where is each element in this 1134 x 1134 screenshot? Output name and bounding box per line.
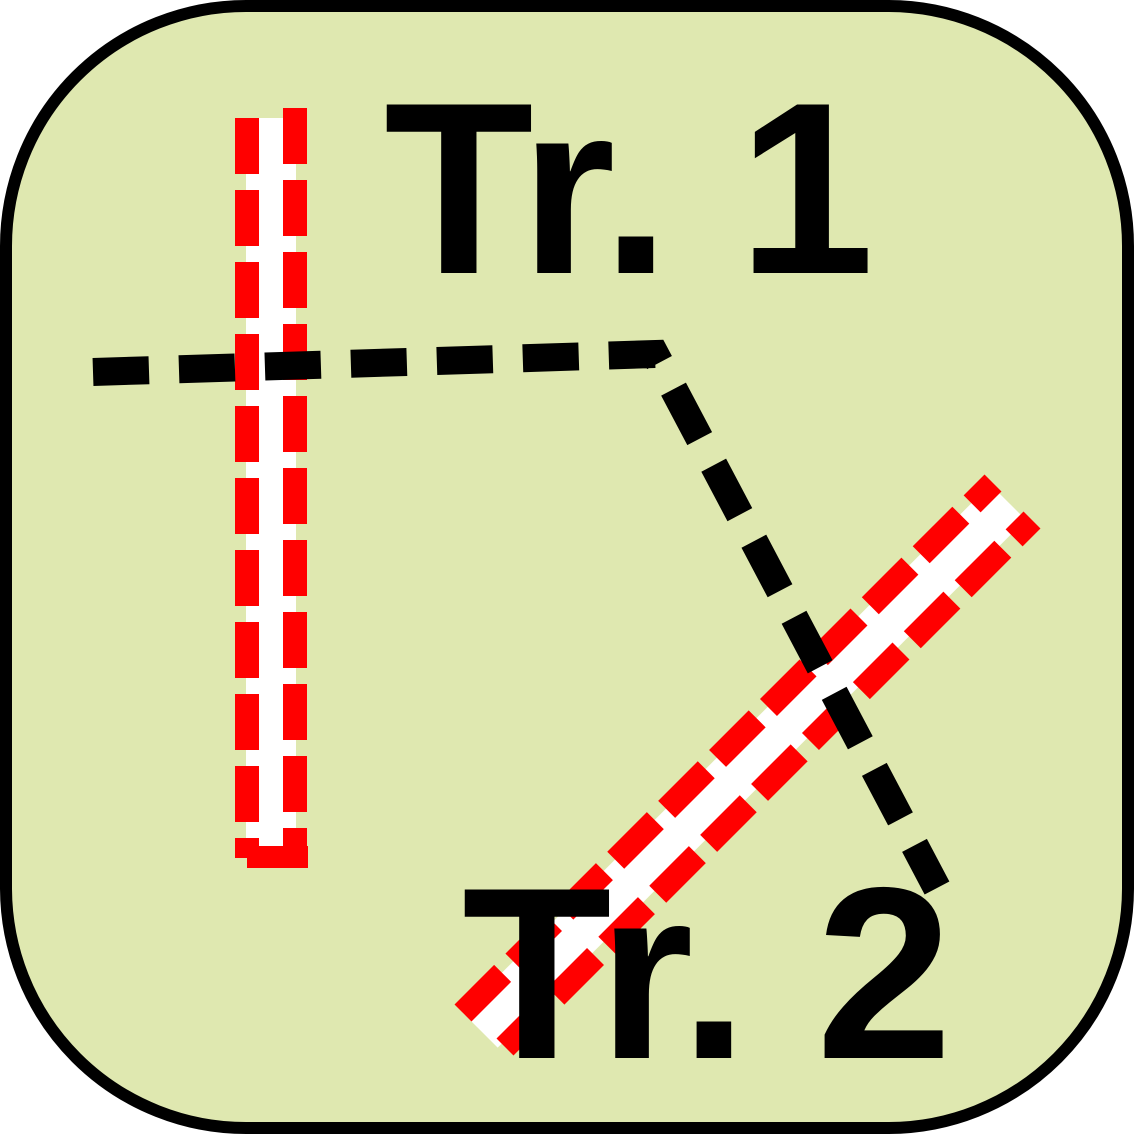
route-path — [92, 339, 950, 895]
track-1-rail — [235, 108, 308, 868]
track-2-label: Tr. 2 — [462, 836, 952, 1110]
track-2-rail — [454, 474, 1041, 1056]
track-1-label: Tr. 1 — [384, 51, 874, 325]
